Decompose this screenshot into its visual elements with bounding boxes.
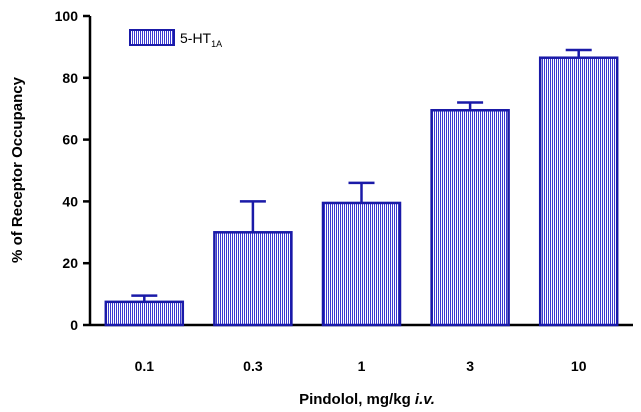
bar: [213, 231, 293, 327]
y-tick-label: 40: [62, 193, 78, 209]
y-tick-label: 0: [70, 317, 78, 333]
bar: [430, 108, 510, 327]
x-tick-label: 3: [466, 358, 474, 374]
legend-label-sub: 1A: [211, 39, 222, 49]
y-tick-label: 60: [62, 132, 78, 148]
y-axis-title: % of Receptor Occupancy: [9, 76, 26, 263]
x-axis-title-italic: i.v.: [415, 391, 435, 408]
bars: [104, 56, 619, 327]
bar: [104, 300, 185, 327]
y-tick-label: 100: [55, 8, 79, 24]
legend-label-main: 5-HT: [180, 30, 212, 46]
bar: [321, 201, 402, 327]
x-tick-label: 0.3: [243, 358, 263, 374]
error-bars: [131, 48, 592, 302]
x-tick-label: 1: [358, 358, 366, 374]
y-tick-label: 20: [62, 255, 78, 271]
x-tick-label: 0.1: [135, 358, 155, 374]
legend-swatch: [129, 29, 175, 46]
legend-label: 5-HT1A: [180, 30, 222, 49]
y-axis: 0 20 40 60 80 100: [55, 8, 92, 333]
legend: 5-HT1A: [129, 29, 222, 49]
y-ticks: 0 20 40 60 80 100: [55, 8, 90, 333]
x-tick-labels: 0.1 0.3 1 3 10: [135, 358, 587, 374]
x-axis-title-main: Pindolol, mg/kg: [299, 391, 415, 408]
x-tick-label: 10: [571, 358, 587, 374]
y-tick-label: 80: [62, 70, 78, 86]
x-axis-title: Pindolol, mg/kg i.v.: [299, 391, 435, 408]
bar: [538, 56, 619, 327]
